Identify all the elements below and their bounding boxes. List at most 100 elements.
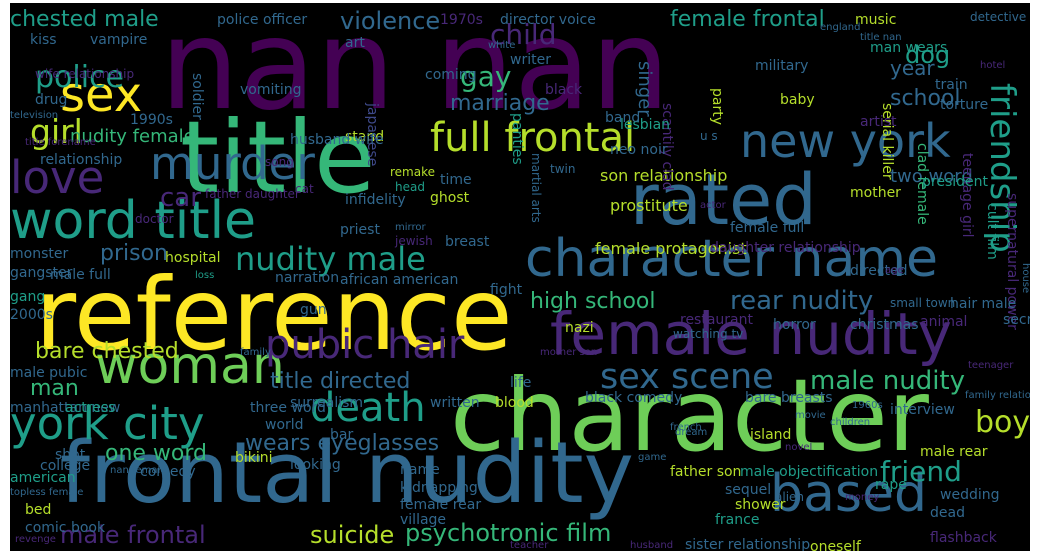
word-wedding: wedding	[940, 487, 1000, 503]
word-family-relationships: family relationships	[965, 390, 1030, 401]
word-vampire: vampire	[90, 32, 148, 48]
word-coming: coming	[425, 67, 477, 83]
word-boy: boy	[975, 405, 1030, 440]
word-american: american	[10, 470, 76, 486]
word-new-york: new york	[740, 114, 951, 168]
word-actor: actor	[700, 200, 726, 211]
word-character: character	[450, 357, 929, 474]
word-island: island	[750, 427, 792, 443]
word-dog: dog	[905, 41, 951, 69]
word-1960s: 1960s	[852, 400, 883, 411]
word-relationship: relationship	[40, 152, 123, 168]
word-small-town: small town	[890, 296, 956, 310]
word-money: money	[845, 492, 880, 503]
word-shower: shower	[735, 497, 786, 513]
word-husband-wife: husband wife	[290, 132, 384, 148]
word-cult-film: cult film	[984, 203, 1000, 260]
word-family: family	[240, 347, 271, 358]
word-revenge: revenge	[15, 534, 56, 545]
word-nan-nan: nan nan	[160, 3, 670, 138]
word-police-officer: police officer	[217, 12, 308, 28]
word-scantily-clad: scantily clad	[659, 103, 675, 191]
word-martial-arts: martial arts	[529, 153, 543, 223]
word-flashback: flashback	[930, 530, 997, 546]
word-music: music	[855, 12, 897, 28]
word-christmas: christmas	[850, 317, 919, 333]
word-mother: mother	[850, 185, 901, 201]
word-television: television	[10, 110, 59, 121]
word-woman: woman	[95, 336, 285, 396]
word-female-frontal: female frontal	[670, 7, 825, 32]
word-japanese: japanese	[364, 103, 380, 167]
word-full-frontal: full frontal	[430, 115, 636, 161]
word-village: village	[400, 512, 447, 528]
word-frontal-nudity: frontal nudity	[60, 424, 634, 523]
word-nan-female: nan female	[110, 465, 167, 476]
word-friendship: friendship	[982, 83, 1022, 253]
word-infidelity: infidelity	[345, 192, 406, 208]
word-sequel: sequel	[725, 482, 772, 498]
word-baby: baby	[780, 92, 815, 108]
word-college: college	[40, 458, 91, 474]
word-marriage: marriage	[450, 91, 550, 116]
word-teenage-girl: teenage girl	[959, 153, 975, 238]
word-comic-book: comic book	[25, 520, 106, 536]
word-head: head	[395, 180, 425, 194]
word-son-relationship: son relationship	[600, 166, 728, 185]
word-song: song	[265, 155, 294, 169]
word-reference: reference	[35, 256, 513, 373]
word-director-voice: director voice	[500, 12, 596, 28]
word-children: children	[830, 417, 871, 428]
word-actress: actress	[65, 400, 116, 416]
word-child: child	[490, 18, 557, 51]
word-hotel: hotel	[980, 60, 1006, 71]
word-husband: husband	[630, 540, 674, 551]
word-sex-scene: sex scene	[600, 357, 774, 397]
word-hospital: hospital	[165, 250, 221, 266]
word-party: party	[709, 88, 725, 125]
word-gun: gun	[300, 302, 327, 318]
word-title-directed: title directed	[270, 369, 411, 394]
word-interview: interview	[890, 402, 955, 418]
word-rated: rated	[630, 159, 817, 241]
word-female-nudity: female nudity	[550, 300, 952, 368]
word-kiss: kiss	[30, 32, 57, 48]
word-word-title: word title	[10, 191, 257, 251]
word-prostitute: prostitute	[610, 196, 688, 215]
word-vomiting: vomiting	[240, 82, 302, 98]
word-gang: gang	[10, 289, 46, 305]
word-loss: loss	[195, 270, 215, 281]
word-oneself: oneself	[810, 539, 861, 551]
word-title: title	[180, 99, 376, 216]
word-nazi: nazi	[565, 320, 594, 336]
word-manhattan-new: manhattan new	[10, 400, 121, 416]
word-rear-nudity: rear nudity	[730, 286, 874, 316]
word-movie: movie	[795, 410, 826, 421]
word-train: train	[935, 77, 968, 93]
word-car: car	[160, 183, 201, 213]
word-teacher: teacher	[510, 540, 549, 551]
word-remake: remake	[390, 165, 435, 179]
word-twin: twin	[550, 162, 576, 176]
word-male-frontal: male frontal	[60, 521, 206, 549]
word-neo-noir: neo noir	[610, 142, 668, 158]
word-two-word: two word	[890, 166, 973, 187]
word-bikini: bikini	[235, 450, 273, 466]
word-horror: horror	[773, 317, 816, 333]
word-house: house	[1020, 263, 1030, 294]
word-watching-tv: watching tv	[673, 327, 744, 341]
word-one-word: one word	[105, 441, 208, 466]
word-female-rear: female rear	[400, 497, 482, 513]
word-female-protagonist: female protagonist	[595, 239, 747, 258]
word-panties: panties	[509, 113, 525, 165]
word-novel: novel	[785, 442, 813, 453]
word-u-s: u s	[700, 129, 718, 143]
word-violence: violence	[340, 7, 441, 35]
word-man-wears: man wears	[870, 40, 948, 56]
word-world: world	[265, 417, 304, 433]
word-breast: breast	[445, 234, 490, 250]
word-serial-killer: serial killer	[879, 103, 895, 180]
word-death: death	[310, 385, 426, 431]
word-school: school	[890, 86, 961, 111]
word-title-forename: title forename	[25, 137, 96, 148]
